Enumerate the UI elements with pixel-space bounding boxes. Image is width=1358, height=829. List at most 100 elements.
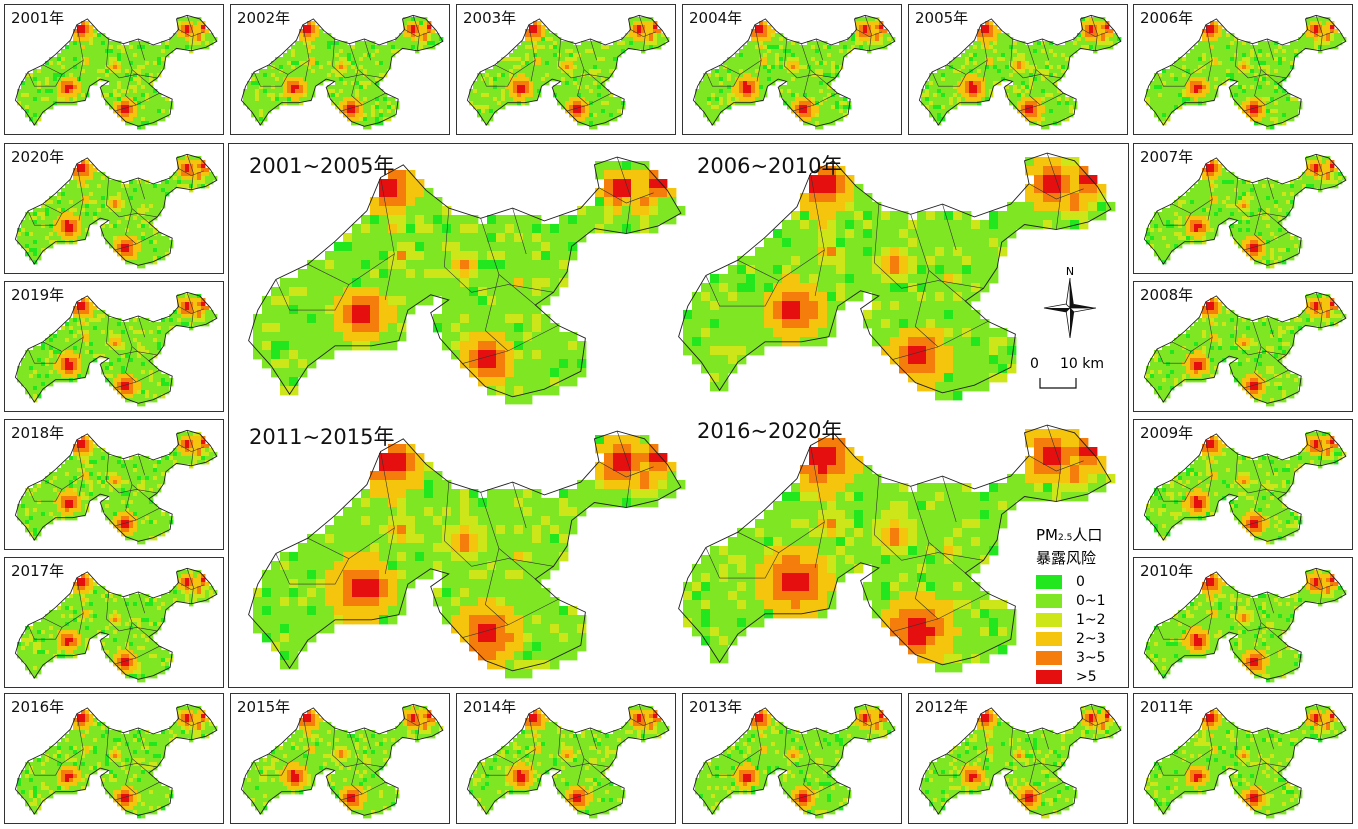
year-map-panel: 2019年: [4, 281, 224, 412]
district-boundary: [471, 558, 554, 567]
district-boundary: [1171, 474, 1213, 490]
period-maps: [248, 152, 1116, 679]
district-boundary: [1315, 430, 1323, 466]
region-outline: [1143, 703, 1347, 816]
district-boundary: [792, 92, 838, 112]
district-boundary: [942, 204, 957, 251]
district-boundary: [42, 198, 84, 214]
region-outline: [918, 14, 1122, 127]
legend-swatch: [1036, 669, 1062, 684]
region-outline: [678, 424, 1112, 666]
district-boundary: [349, 732, 376, 774]
district-boundary: [1156, 71, 1192, 87]
district-boundary: [1307, 168, 1334, 176]
scale-end: 10: [1060, 356, 1078, 372]
legend-label: 0~1: [1076, 592, 1106, 609]
district-boundary: [106, 315, 120, 356]
district-boundary: [125, 484, 137, 521]
district-boundary: [1171, 336, 1213, 352]
district-boundary: [443, 482, 472, 567]
district-boundary: [27, 210, 63, 226]
district-boundary: [106, 727, 120, 768]
region-outline: [692, 14, 896, 127]
region-outline: [240, 703, 444, 816]
region-outline: [678, 152, 1112, 394]
district-boundary: [931, 71, 967, 87]
district-boundary: [1010, 38, 1024, 79]
year-map-panel: 2013年: [682, 693, 902, 824]
legend-swatch: [1036, 593, 1062, 608]
district-boundary: [1267, 177, 1274, 200]
district-boundary: [1156, 210, 1192, 226]
district-boundary: [178, 306, 205, 314]
district-boundary: [1235, 591, 1249, 632]
legend-title: PM2.5人口: [1036, 526, 1103, 544]
legend-item: 0: [1036, 572, 1128, 591]
region-outline: [1143, 14, 1347, 127]
district-boundary: [873, 204, 902, 289]
year-map: [466, 703, 670, 819]
region-outline: [1143, 567, 1347, 680]
district-boundary: [512, 208, 527, 255]
year-map: [1143, 703, 1347, 819]
district-boundary: [1315, 704, 1323, 740]
district-boundary: [119, 213, 158, 218]
district-boundary: [443, 208, 472, 293]
district-boundary: [1248, 351, 1287, 356]
district-boundary: [754, 713, 762, 771]
district-boundary: [253, 760, 289, 776]
year-label: 2013年: [689, 698, 743, 716]
period-maps-panel: 2001~2005年 2006~2010年 2011~2015年 2016~20…: [228, 143, 1129, 688]
year-label: 2012年: [915, 698, 969, 716]
district-boundary: [1254, 622, 1266, 659]
district-boundary: [76, 163, 84, 221]
district-boundary: [1042, 38, 1049, 61]
district-boundary: [1248, 763, 1287, 768]
map-raster: [469, 706, 670, 819]
year-map: [14, 567, 218, 683]
year-label: 2004年: [689, 9, 743, 27]
district-boundary: [1252, 732, 1279, 774]
map-raster: [17, 156, 218, 269]
legend-item: 2~3: [1036, 629, 1128, 648]
district-boundary: [125, 208, 137, 245]
district-boundary: [1254, 484, 1266, 521]
year-label: 2003年: [463, 9, 517, 27]
district-boundary: [910, 214, 966, 302]
district-boundary: [125, 622, 137, 659]
scale-unit: km: [1082, 356, 1105, 372]
district-boundary: [598, 187, 654, 204]
district-boundary: [616, 431, 632, 508]
map-raster: [469, 17, 670, 130]
map-raster: [17, 294, 218, 407]
legend-label: 1~2: [1076, 611, 1106, 628]
district-boundary: [123, 596, 150, 638]
district-boundary: [1307, 718, 1334, 726]
district-boundary: [1046, 153, 1062, 230]
district-boundary: [119, 627, 158, 632]
compass-icon: N: [1043, 265, 1097, 339]
region-outline: [1143, 153, 1347, 266]
north-label: N: [1066, 266, 1074, 278]
district-boundary: [119, 763, 158, 768]
district-boundary: [1235, 177, 1249, 218]
district-boundary: [571, 763, 610, 768]
region-outline: [14, 153, 218, 266]
district-boundary: [1029, 758, 1041, 795]
year-label: 2006年: [1140, 9, 1194, 27]
legend-swatch: [1036, 612, 1062, 627]
district-boundary: [1090, 15, 1098, 51]
region-outline: [248, 156, 682, 398]
district-boundary: [1307, 306, 1334, 314]
map-raster: [683, 157, 1116, 401]
region-outline: [1143, 429, 1347, 542]
district-boundary: [1307, 444, 1334, 452]
year-map-panel: 2001年: [4, 4, 224, 135]
district-boundary: [27, 348, 63, 364]
map-raster: [253, 161, 686, 405]
year-map-panel: 2015年: [230, 693, 450, 824]
scale-start: 0: [1030, 356, 1039, 372]
district-boundary: [138, 591, 145, 614]
district-boundary: [1042, 727, 1049, 750]
district-boundary: [816, 727, 823, 750]
